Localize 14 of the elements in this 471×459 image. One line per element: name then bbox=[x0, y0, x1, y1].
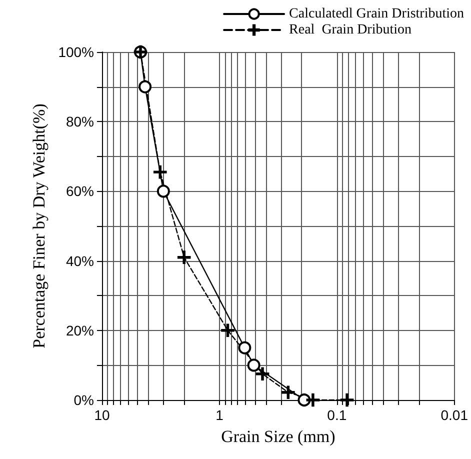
y-axis-title: Percentage Finer by Dry Weight(%) bbox=[29, 104, 48, 348]
x-tick-label: 0.01 bbox=[440, 407, 468, 423]
x-tick-label: 0.1 bbox=[327, 407, 347, 423]
y-tick-label: 20% bbox=[66, 322, 94, 338]
y-tick-label: 40% bbox=[66, 252, 94, 269]
y-tick-label: 60% bbox=[66, 183, 94, 200]
y-tick-label: 0% bbox=[74, 392, 94, 408]
x-tick-label: 1 bbox=[216, 407, 224, 423]
legend-label: Real Grain Dribution bbox=[289, 22, 412, 38]
x-tick-label: 10 bbox=[94, 407, 110, 423]
y-tick-label: 100% bbox=[58, 44, 94, 60]
legend-label: Calculatedl Grain Dristribution bbox=[289, 6, 464, 22]
y-tick-label: 80% bbox=[66, 114, 94, 130]
x-axis-title: Grain Size (mm) bbox=[221, 427, 336, 446]
